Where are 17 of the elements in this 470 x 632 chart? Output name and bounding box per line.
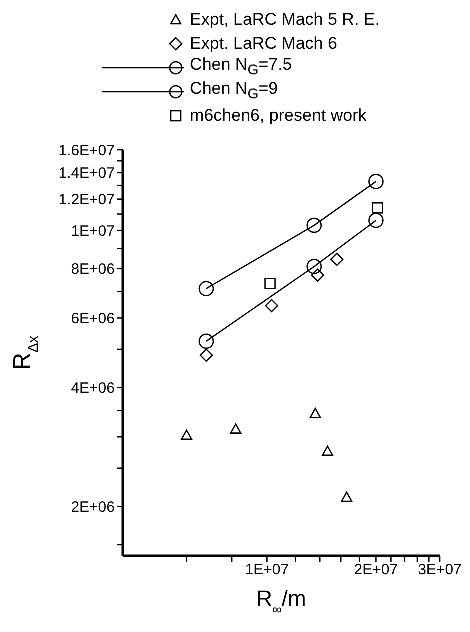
x-tick-label: 3E+07	[418, 562, 462, 579]
y-tick-label: 6E+06	[71, 310, 115, 328]
y-tick-label: 4E+06	[71, 380, 115, 398]
y-tick-label: 1.6E+07	[58, 142, 115, 160]
y-tick-label: 2E+06	[71, 498, 115, 516]
legend-label: Chen N$_{G}$=7.5	[190, 55, 292, 79]
x-tick-label: 1E+07	[245, 562, 290, 579]
legend-label: Expt, LaRC Mach 5 R. E.	[190, 9, 380, 31]
legend-label: Chen N$_{G}$=9	[190, 78, 278, 105]
legend-label: Expt. LaRC Mach 6	[190, 33, 338, 55]
y-tick-label: 8E+06	[71, 261, 115, 278]
y-tick-label: 1E+07	[71, 222, 115, 240]
y-tick-label: 1.2E+07	[58, 192, 115, 209]
y-tick-label: 1.4E+07	[58, 165, 115, 182]
x-axis-title: R$_{∞}$/m	[256, 586, 306, 616]
x-tick-label: 2E+07	[354, 562, 398, 579]
legend-label: m6chen6, present work	[190, 105, 367, 127]
